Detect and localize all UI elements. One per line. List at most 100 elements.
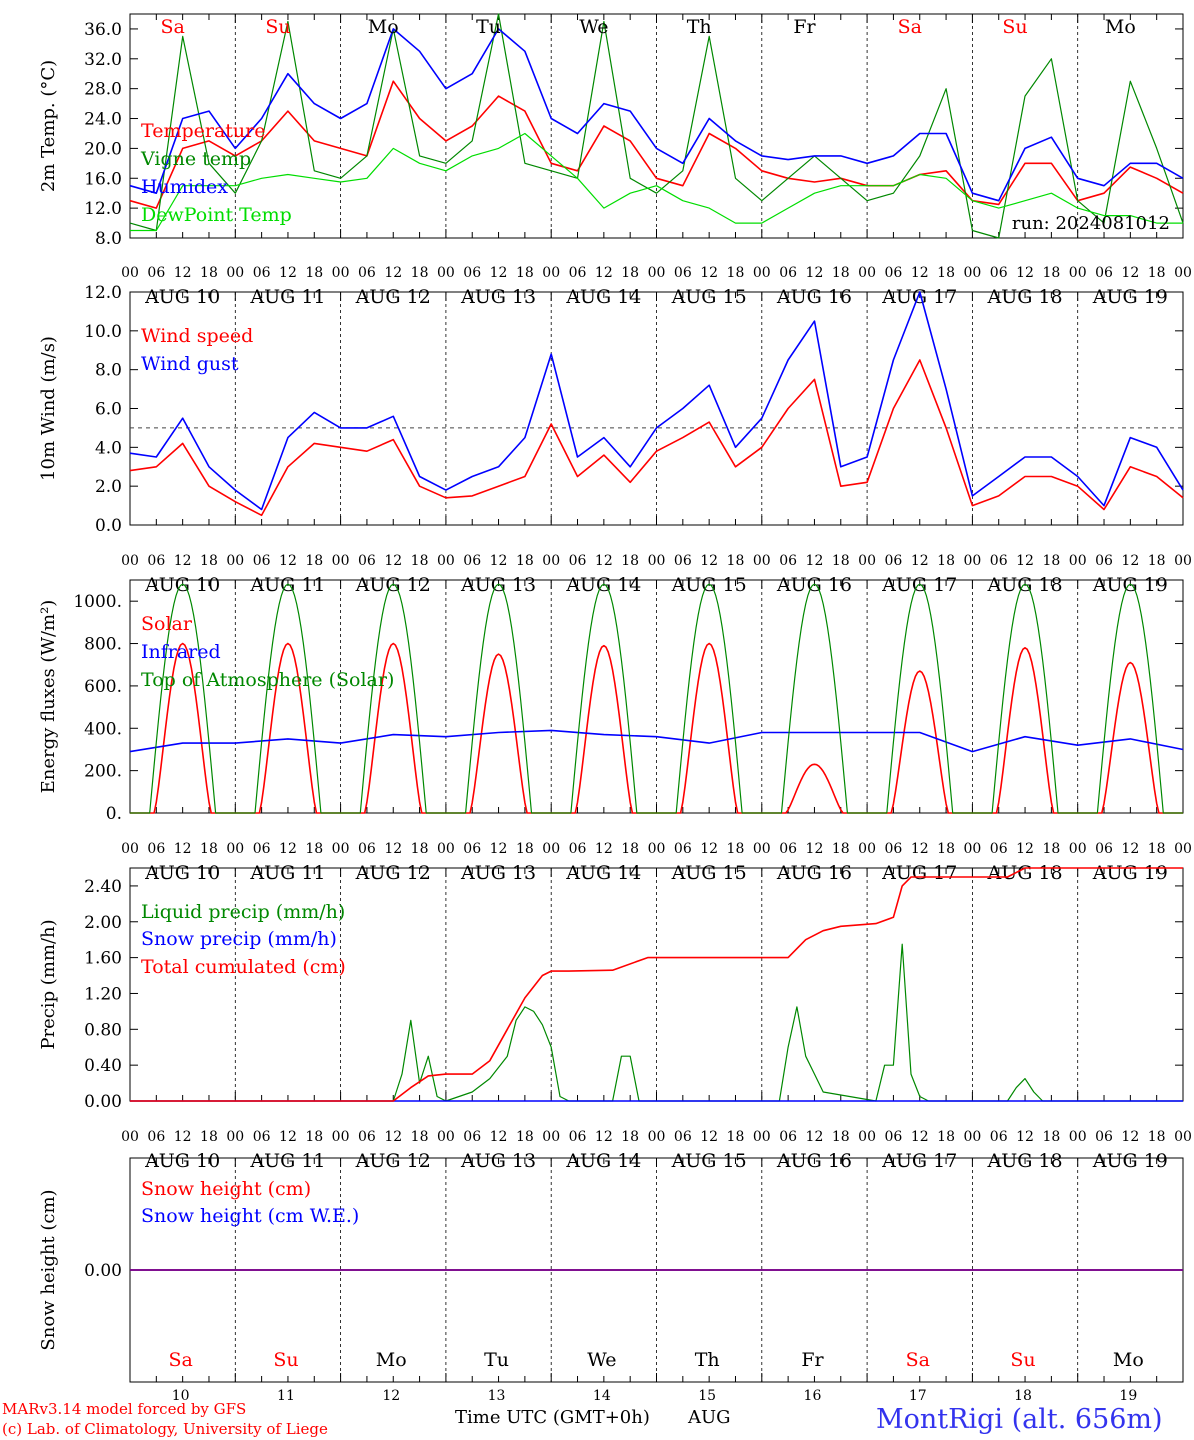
weekday-label: Th	[687, 16, 712, 38]
legend-entry: Snow height (cm W.E.)	[141, 1205, 359, 1227]
panels: 8.0 12.0 16.0 20.0 24.0 28.0 32.0 36.0 2m Temp. …	[38, 13, 1192, 1404]
hour-label: 00	[648, 841, 666, 857]
hour-label: 18	[305, 553, 323, 569]
y-tick-label: 600.	[84, 677, 122, 697]
hour-label: 06	[569, 553, 587, 569]
y-tick-label: 8.0	[95, 229, 122, 249]
hour-label: 06	[1095, 265, 1113, 281]
day-number: 16	[804, 1388, 822, 1404]
y-tick-label: 1.60	[84, 949, 122, 969]
footer-copyright: (c) Lab. of Climatology, University of L…	[2, 1420, 328, 1438]
y-tick-label: 0.0	[95, 516, 122, 536]
hour-label: 00	[648, 265, 666, 281]
legend-entry: Snow precip (mm/h)	[141, 928, 337, 950]
series-line	[129, 28, 1184, 202]
hour-label: 18	[516, 1129, 534, 1145]
hour-label: 00	[437, 265, 455, 281]
hour-label: 12	[490, 841, 508, 857]
hour-label: 00	[121, 1129, 139, 1145]
hour-label: 12	[384, 265, 402, 281]
hour-label: 12	[490, 265, 508, 281]
y-tick-label: 36.0	[84, 20, 122, 40]
legend-entry: Wind gust	[141, 353, 239, 375]
y-tick-label: 1.20	[84, 984, 122, 1004]
hour-label: 18	[1042, 553, 1060, 569]
hour-label: 18	[937, 265, 955, 281]
hour-label: 06	[1095, 1129, 1113, 1145]
hour-label: 18	[411, 265, 429, 281]
y-tick-label: 12.0	[84, 283, 122, 303]
hour-label: 18	[621, 265, 639, 281]
day-number: 10	[172, 1388, 190, 1404]
series-line	[129, 729, 1184, 753]
weekday-label: Sa	[898, 16, 922, 38]
hour-label: 12	[174, 265, 192, 281]
hour-label: 00	[542, 553, 560, 569]
hour-label: 00	[1069, 265, 1087, 281]
day-number: 15	[698, 1388, 716, 1404]
weekday-label: Su	[265, 16, 290, 38]
y-tick-label: 0.00	[84, 1261, 122, 1281]
hour-label: 12	[1121, 841, 1139, 857]
y-tick-label: 0.40	[84, 1056, 122, 1076]
hour-label: 00	[963, 841, 981, 857]
day-number: 14	[593, 1388, 611, 1404]
hour-label: 18	[832, 841, 850, 857]
hour-label: 06	[779, 841, 797, 857]
hour-label: 06	[253, 841, 271, 857]
y-tick-label: 4.0	[95, 438, 122, 458]
legend-entry: DewPoint Temp	[141, 204, 292, 226]
hour-label: 18	[727, 553, 745, 569]
y-tick-label: 12.0	[84, 199, 122, 219]
hour-label: 12	[490, 1129, 508, 1145]
hour-label: 06	[358, 1129, 376, 1145]
hour-label: 06	[569, 265, 587, 281]
hour-label: 06	[569, 1129, 587, 1145]
weekday-label: Sa	[906, 1349, 930, 1371]
y-axis-title: 2m Temp. (°C)	[38, 60, 59, 192]
hour-label: 18	[200, 553, 218, 569]
hour-label: 18	[832, 553, 850, 569]
hour-label: 06	[147, 1129, 165, 1145]
weekday-label: Tu	[484, 1349, 509, 1371]
hour-label: 18	[1042, 265, 1060, 281]
hour-label: 18	[621, 1129, 639, 1145]
hour-label: 18	[937, 841, 955, 857]
hour-label: 12	[1016, 265, 1034, 281]
hour-label: 00	[332, 841, 350, 857]
hour-label: 06	[885, 1129, 903, 1145]
y-tick-label: 0.00	[84, 1092, 122, 1112]
run-annotation: run: 2024081012	[1012, 213, 1170, 234]
y-tick-label: 0.80	[84, 1020, 122, 1040]
hour-label: 06	[1095, 841, 1113, 857]
hour-label: 18	[305, 841, 323, 857]
y-tick-label: 2.0	[95, 477, 122, 497]
weekday-label: Su	[1010, 1349, 1035, 1371]
hour-label: 12	[490, 553, 508, 569]
hour-label: 12	[700, 1129, 718, 1145]
hour-label: 12	[384, 553, 402, 569]
hour-label: 06	[779, 553, 797, 569]
legend-entry: Temperature	[141, 120, 265, 142]
hour-label: 18	[937, 1129, 955, 1145]
hour-label: 00	[753, 265, 771, 281]
hour-label: 18	[727, 265, 745, 281]
series-line	[129, 13, 1184, 239]
hour-label: 00	[121, 841, 139, 857]
series-line	[130, 867, 1183, 1102]
legend-entry: Infrared	[141, 641, 221, 663]
hour-label: 12	[279, 1129, 297, 1145]
hour-label: 06	[253, 1129, 271, 1145]
hour-label: 00	[332, 1129, 350, 1145]
hour-label: 00	[121, 265, 139, 281]
weekday-label: Mo	[376, 1349, 407, 1371]
series-line	[129, 359, 1184, 517]
hour-label: 18	[832, 1129, 850, 1145]
hour-label: 12	[174, 841, 192, 857]
y-tick-label: 2.00	[84, 913, 122, 933]
hour-label: 18	[621, 553, 639, 569]
y-tick-label: 24.0	[84, 110, 122, 130]
hour-label: 00	[753, 553, 771, 569]
hour-label: 06	[779, 265, 797, 281]
